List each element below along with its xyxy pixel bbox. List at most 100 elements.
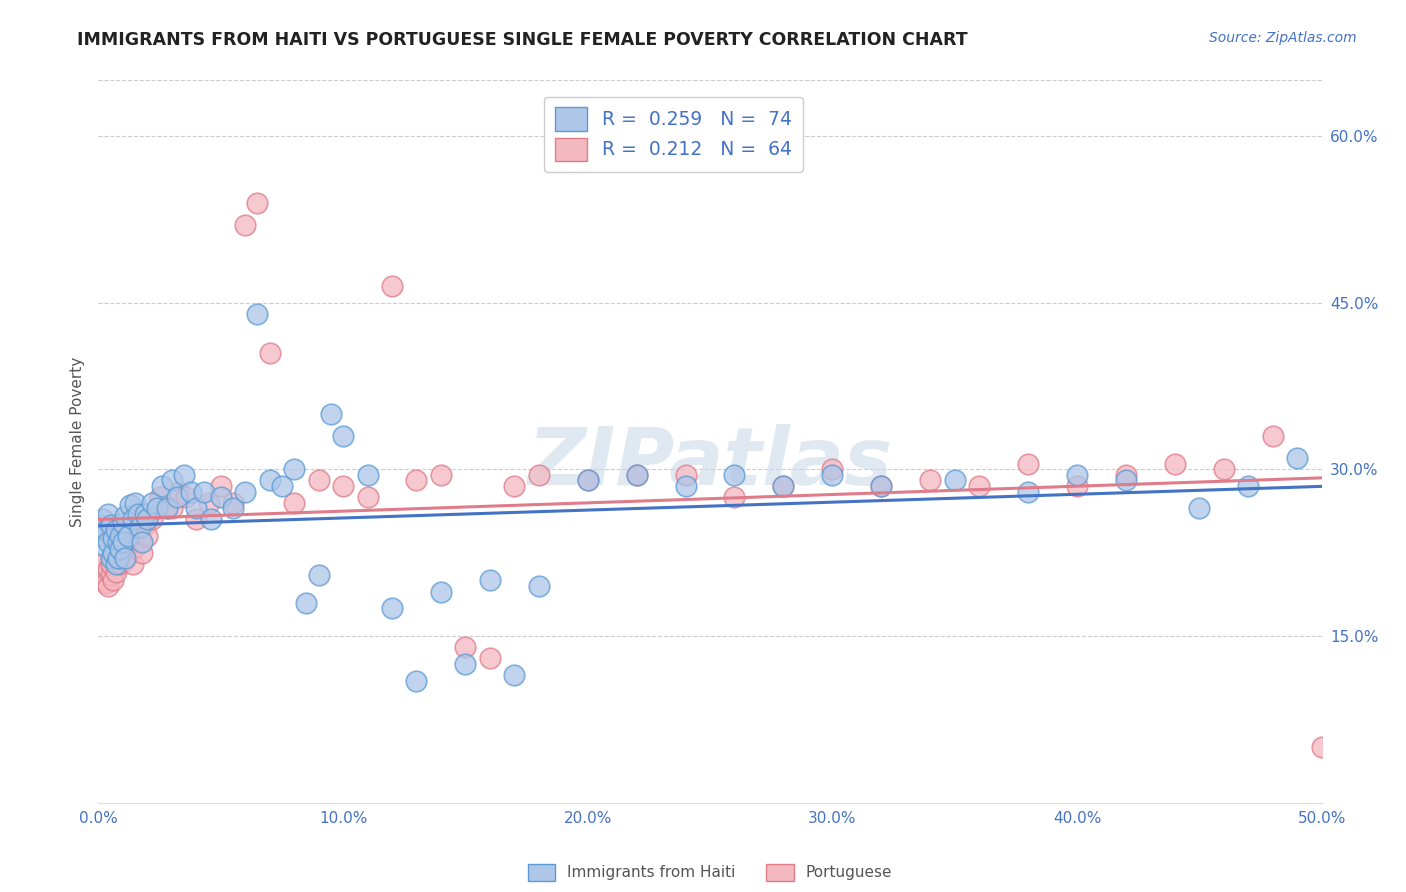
Point [356,467,378,482]
Point [943,474,966,488]
Point [134,507,156,521]
Point [222,501,245,516]
Point [111,534,134,549]
Point [114,508,136,523]
Point [150,479,173,493]
Point [107,551,129,566]
Point [91,574,114,588]
Point [91,557,114,571]
Point [967,479,990,493]
Point [430,584,453,599]
Point [110,557,132,571]
Point [209,490,232,504]
Point [920,474,942,488]
Point [503,479,526,493]
Point [101,546,124,560]
Point [356,490,378,504]
Y-axis label: Single Female Poverty: Single Female Poverty [69,357,84,526]
Point [97,507,120,521]
Point [136,512,159,526]
Point [129,520,152,534]
Point [101,531,124,545]
Point [308,474,330,488]
Point [104,557,127,571]
Point [626,467,648,482]
Text: Source: ZipAtlas.com: Source: ZipAtlas.com [1209,31,1357,45]
Point [176,490,198,504]
Point [146,501,169,516]
Point [246,195,269,210]
Point [405,673,427,688]
Point [91,512,114,526]
Point [111,516,134,530]
Point [723,467,745,482]
Point [127,524,149,538]
Point [107,551,129,566]
Point [90,517,112,532]
Point [870,479,893,493]
Point [173,467,195,482]
Point [100,557,122,571]
Point [576,474,599,488]
Point [381,601,404,615]
Legend: Immigrants from Haiti, Portuguese: Immigrants from Haiti, Portuguese [522,857,898,888]
Point [454,657,477,671]
Point [94,540,117,554]
Point [129,534,152,549]
Point [136,529,159,543]
Point [97,534,120,549]
Point [180,484,202,499]
Point [120,546,142,560]
Point [166,490,188,504]
Point [90,562,112,576]
Text: IMMIGRANTS FROM HAITI VS PORTUGUESE SINGLE FEMALE POVERTY CORRELATION CHART: IMMIGRANTS FROM HAITI VS PORTUGUESE SING… [77,31,967,49]
Point [94,568,117,582]
Point [454,640,477,655]
Point [110,529,132,543]
Point [772,479,794,493]
Point [94,524,117,538]
Point [222,496,245,510]
Point [1237,479,1260,493]
Point [97,579,120,593]
Point [870,479,893,493]
Point [120,498,142,512]
Point [131,534,153,549]
Point [114,553,136,567]
Point [156,501,179,516]
Point [478,651,501,665]
Point [772,479,794,493]
Point [100,551,122,566]
Point [527,467,550,482]
Point [259,345,281,359]
Point [283,496,305,510]
Point [1164,457,1187,471]
Point [430,467,453,482]
Point [1115,467,1137,482]
Point [527,579,550,593]
Point [160,501,183,516]
Point [97,562,120,576]
Point [111,542,134,557]
Point [381,279,404,293]
Point [141,512,163,526]
Point [114,551,136,566]
Point [270,479,294,493]
Point [1017,484,1039,499]
Point [503,668,526,682]
Point [283,462,305,476]
Point [1115,474,1137,488]
Text: ZIPatlas: ZIPatlas [527,425,893,502]
Point [107,534,129,549]
Point [308,568,330,582]
Point [100,568,122,582]
Point [405,474,427,488]
Point [104,565,127,579]
Point [160,474,183,488]
Point [186,501,208,516]
Point [1286,451,1309,466]
Point [117,529,139,543]
Point [94,575,117,590]
Point [233,484,256,499]
Point [141,496,163,510]
